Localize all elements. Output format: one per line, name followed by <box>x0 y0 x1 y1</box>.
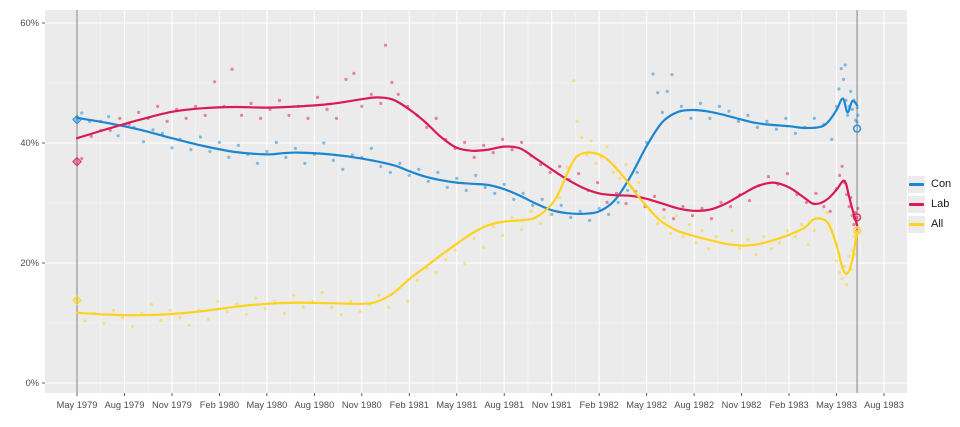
x-tick-label: Nov 1981 <box>532 400 572 410</box>
y-tick-label: 0% <box>26 378 39 388</box>
legend-key-con <box>908 176 925 193</box>
con-line-swatch <box>909 183 924 186</box>
grid-minor <box>45 10 907 393</box>
x-tick-label: Feb 1983 <box>769 400 808 410</box>
election-results-1979 <box>72 114 82 306</box>
legend-label-all: All <box>931 218 944 230</box>
y-axis: 0% 20% 40% 60% <box>20 18 45 388</box>
x-tick-label: Nov 1982 <box>722 400 762 410</box>
legend: Con Lab All <box>908 176 951 233</box>
election-results-1983 <box>852 124 862 235</box>
x-tick-label: Aug 1979 <box>105 400 145 410</box>
trend-line-con <box>75 97 859 216</box>
legend-key-all <box>908 216 925 233</box>
legend-item-con: Con <box>908 176 951 193</box>
legend-label-con: Con <box>931 178 952 190</box>
legend-item-lab: Lab <box>908 196 951 213</box>
legend-label-lab: Lab <box>931 198 950 210</box>
legend-key-lab <box>908 196 925 213</box>
x-tick-label: Feb 1982 <box>580 400 619 410</box>
x-tick-label: Feb 1981 <box>390 400 429 410</box>
x-tick-label: Aug 1983 <box>864 400 904 410</box>
x-tick-label: Nov 1979 <box>152 400 192 410</box>
x-tick-label: May 1979 <box>57 400 98 410</box>
plot-panel-background <box>45 10 907 393</box>
y-tick-label: 60% <box>20 18 39 28</box>
legend-item-all: All <box>908 216 951 233</box>
x-tick-label: Aug 1981 <box>484 400 524 410</box>
x-axis: May 1979 Aug 1979 Nov 1979 Feb 1980 May 1980… <box>57 393 904 410</box>
y-tick-label: 20% <box>20 258 39 268</box>
all-line-swatch <box>909 223 924 226</box>
trend-line-lab <box>75 96 859 227</box>
x-tick-label: May 1980 <box>246 400 287 410</box>
x-tick-label: May 1982 <box>626 400 667 410</box>
x-tick-label: Nov 1980 <box>342 400 382 410</box>
y-tick-label: 40% <box>20 138 39 148</box>
x-tick-label: May 1981 <box>436 400 477 410</box>
x-tick-label: Aug 1980 <box>294 400 334 410</box>
x-tick-label: May 1983 <box>816 400 857 410</box>
x-tick-label: Aug 1982 <box>674 400 714 410</box>
lab-line-swatch <box>909 203 924 206</box>
x-tick-label: Feb 1980 <box>200 400 239 410</box>
trend-line-all <box>75 151 859 317</box>
